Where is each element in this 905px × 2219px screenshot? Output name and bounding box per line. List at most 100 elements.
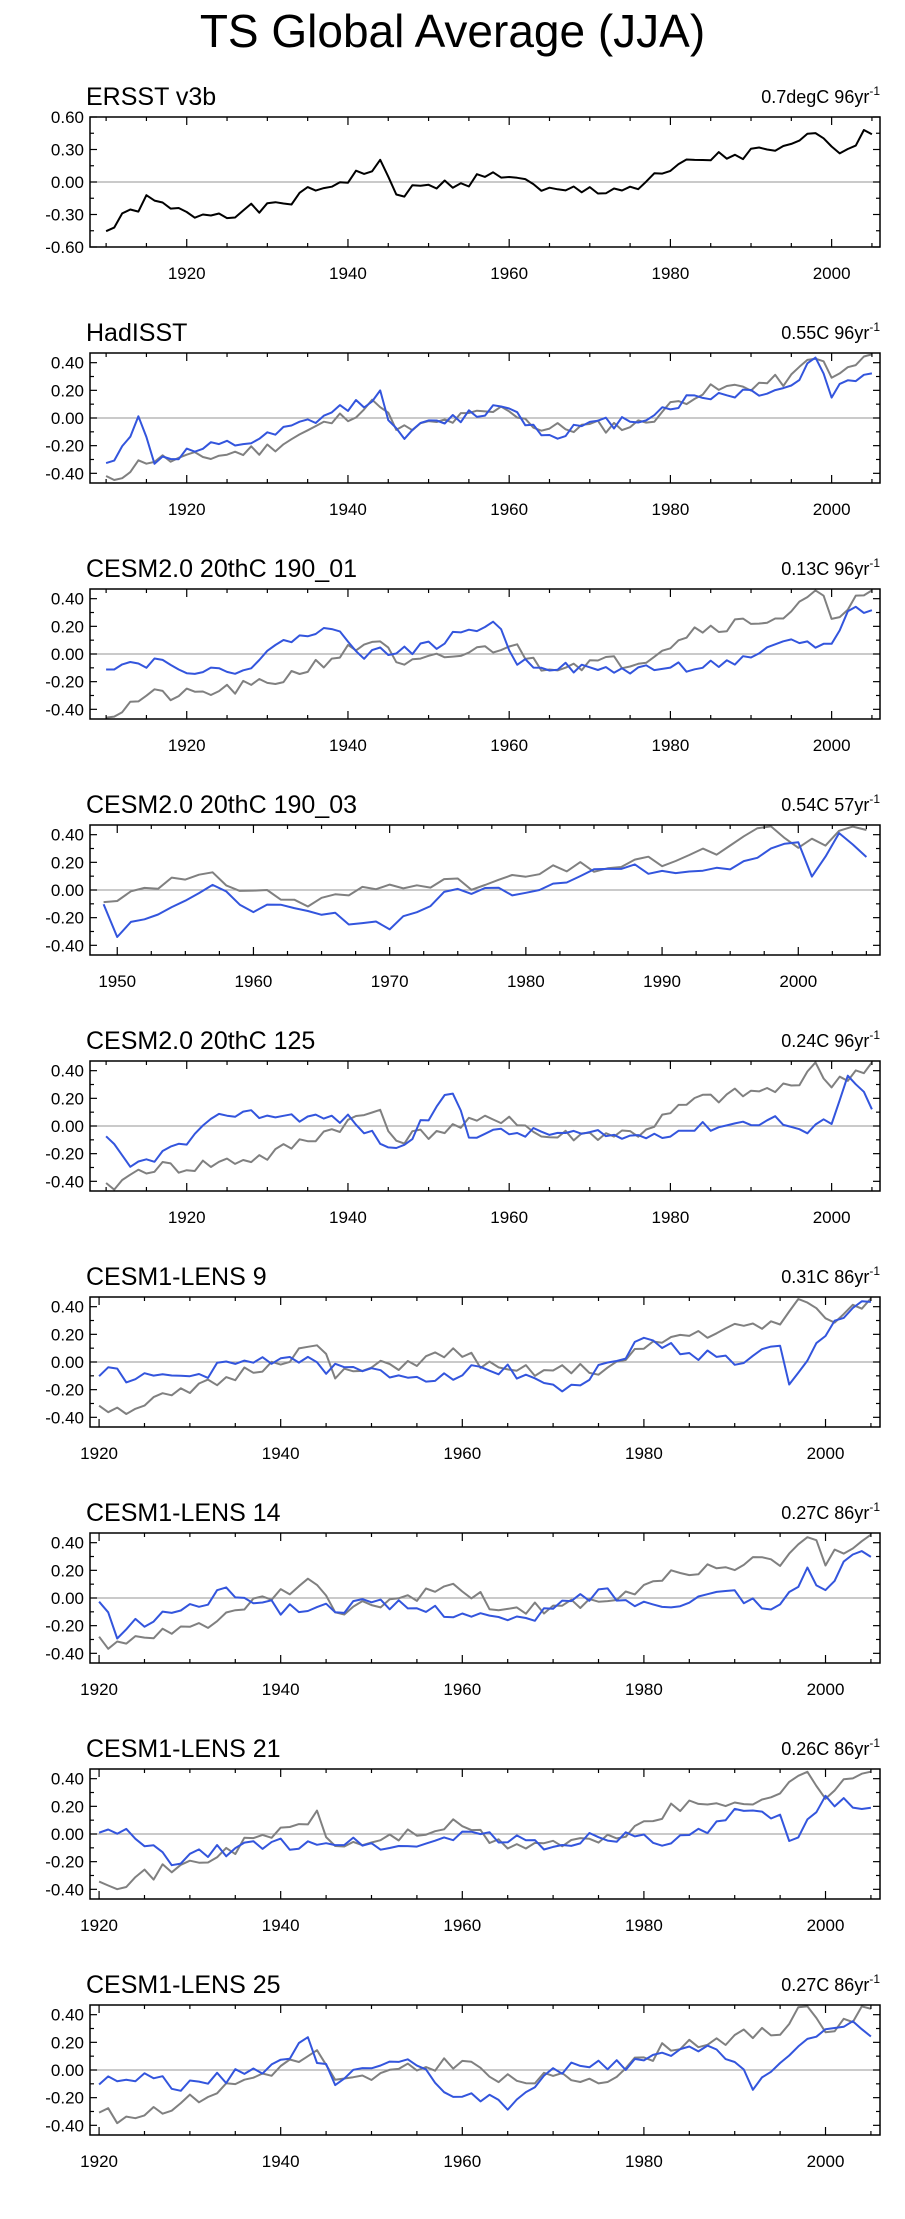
panel-title: CESM1-LENS 14 [86,1499,281,1527]
series-line-reference [105,1061,873,1191]
y-tick-label: -0.40 [45,1644,84,1663]
x-tick-label: 2000 [813,264,851,283]
x-tick-label: 1990 [643,972,681,991]
x-tick-label: 1980 [651,736,689,755]
y-tick-label: 0.40 [51,1770,84,1789]
trend-label: 0.7degC 96yr-1 [761,84,880,107]
x-tick-label: 1920 [80,2152,118,2171]
y-tick-label: 0.20 [51,1797,84,1816]
y-tick-label: -0.40 [45,1880,84,1899]
page-title: TS Global Average (JJA) [199,5,706,57]
series-line-reference [105,353,873,481]
y-tick-label: 0.40 [51,2006,84,2025]
x-tick-label: 1960 [235,972,273,991]
x-tick-label: 1940 [329,264,367,283]
x-tick-label: 1960 [443,1444,481,1463]
trend-label: 0.26C 86yr-1 [781,1736,880,1759]
x-tick-label: 2000 [813,736,851,755]
x-tick-label: 1960 [490,1208,528,1227]
chart-panel: HadISST 0.55C 96yr-1 -0.40 -0.20 0.00 0.20 0.4… [45,319,881,519]
y-tick-label: 0.20 [51,381,84,400]
series-line-model [98,1300,871,1393]
y-tick-label: 0.30 [51,141,84,160]
x-tick-label: 1960 [490,500,528,519]
series-line-model [102,832,868,938]
chart-panel: CESM1-LENS 21 0.26C 86yr-1 -0.40 -0.20 0.00 0… [45,1735,881,1935]
trend-label: 0.55C 96yr-1 [781,320,880,343]
y-tick-label: 0.40 [51,1534,84,1553]
x-tick-label: 1980 [625,2152,663,2171]
x-tick-label: 1950 [98,972,136,991]
y-tick-label: 0.00 [51,2061,84,2080]
y-tick-label: 0.00 [51,1589,84,1608]
trend-label: 0.31C 86yr-1 [781,1264,880,1287]
x-tick-label: 2000 [807,1444,845,1463]
y-tick-label: 0.00 [51,409,84,428]
y-tick-label: -0.60 [45,238,84,257]
chart-panel: CESM2.0 20thC 190_01 0.13C 96yr-1 -0.40 -0.… [45,555,881,755]
x-tick-label: 1920 [168,500,206,519]
y-tick-label: 0.60 [51,108,84,127]
series-line-reference [105,589,873,719]
series-line-model [98,1794,872,1867]
y-tick-label: 0.00 [51,881,84,900]
x-tick-label: 1980 [651,264,689,283]
x-tick-label: 2000 [779,972,817,991]
y-tick-label: 0.40 [51,354,84,373]
y-tick-label: 0.20 [51,2033,84,2052]
x-tick-label: 1980 [651,1208,689,1227]
series-line-model [105,356,873,465]
y-tick-label: -0.20 [45,909,84,928]
trend-label: 0.27C 86yr-1 [781,1972,880,1995]
y-tick-label: 0.00 [51,1117,84,1136]
trend-label: 0.24C 96yr-1 [781,1028,880,1051]
trend-label: 0.13C 96yr-1 [781,556,880,579]
y-tick-label: 0.20 [51,617,84,636]
x-tick-label: 1920 [80,1916,118,1935]
y-tick-label: 0.20 [51,1089,84,1108]
y-tick-label: 0.20 [51,1325,84,1344]
series-line-reference [98,2005,872,2125]
x-tick-label: 1920 [80,1444,118,1463]
y-tick-label: 0.00 [51,173,84,192]
y-tick-label: 0.20 [51,853,84,872]
x-tick-label: 1920 [168,736,206,755]
y-tick-label: -0.20 [45,1145,84,1164]
series-line-model [98,1550,872,1640]
panel-title: CESM2.0 20thC 190_03 [86,791,357,819]
y-tick-label: 0.40 [51,590,84,609]
x-tick-label: 1940 [329,500,367,519]
y-tick-label: -0.40 [45,700,84,719]
x-tick-label: 1920 [80,1680,118,1699]
x-tick-label: 1980 [625,1916,663,1935]
panel-title: HadISST [86,319,187,347]
y-tick-label: 0.00 [51,1825,84,1844]
x-tick-label: 1980 [625,1680,663,1699]
y-tick-label: -0.20 [45,1617,84,1636]
x-tick-label: 2000 [807,1680,845,1699]
y-tick-label: 0.40 [51,826,84,845]
series-line-reference [98,1533,872,1650]
y-tick-label: -0.20 [45,437,84,456]
chart-panel: CESM2.0 20thC 190_03 0.54C 57yr-1 -0.40 -0.… [45,791,881,991]
x-tick-label: 1980 [625,1444,663,1463]
x-tick-label: 1960 [443,2152,481,2171]
y-tick-label: -0.40 [45,1172,84,1191]
y-tick-label: 0.00 [51,645,84,664]
x-tick-label: 1960 [490,736,528,755]
series-line-reference [98,1297,872,1415]
series-line-reference [103,825,867,908]
x-tick-label: 1970 [371,972,409,991]
x-tick-label: 1940 [262,1444,300,1463]
panel-title: CESM2.0 20thC 125 [86,1027,315,1055]
y-tick-label: -0.40 [45,1408,84,1427]
y-tick-label: -0.20 [45,1381,84,1400]
series-line-model [106,605,873,675]
panel-title: CESM1-LENS 9 [86,1263,267,1291]
y-tick-label: 0.40 [51,1062,84,1081]
panel-title: ERSST v3b [86,83,216,111]
panel-title: CESM2.0 20thC 190_01 [86,555,357,583]
x-tick-label: 2000 [807,1916,845,1935]
chart-panel: CESM1-LENS 25 0.27C 86yr-1 -0.40 -0.20 0.00 0… [45,1971,881,2171]
